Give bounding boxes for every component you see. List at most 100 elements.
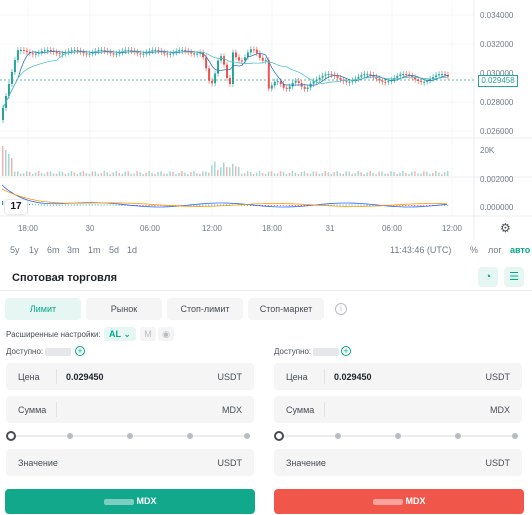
candle-body	[348, 81, 351, 83]
advanced-al-select[interactable]: AL ⌄	[104, 327, 136, 341]
panel-title[interactable]: Спотовая торговля	[12, 272, 118, 284]
slider-step-75[interactable]	[187, 433, 193, 439]
range-1d[interactable]: 1d	[127, 245, 138, 255]
volume-bar	[223, 162, 225, 176]
eye-icon[interactable]: ◉	[158, 327, 174, 341]
macd-hist-bar	[217, 204, 219, 206]
time-tick-label: 30	[86, 224, 95, 233]
slider-step-100[interactable]	[512, 433, 518, 439]
sell-price-field[interactable]: Цена 0.029450 USDT	[274, 363, 522, 390]
sliders-icon[interactable]: ☰	[504, 267, 524, 287]
volume-bar	[402, 171, 404, 176]
candle-body	[169, 53, 172, 55]
volume-bar	[226, 167, 228, 176]
range-5d[interactable]: 5d	[109, 245, 120, 255]
buy-total-field[interactable]: Значение USDT	[6, 449, 254, 476]
candle-body	[234, 52, 237, 58]
sell-deposit-plus-icon[interactable]: +	[341, 346, 351, 356]
volume-bar	[61, 171, 64, 176]
candle-body	[217, 60, 220, 74]
slider-knob[interactable]	[274, 431, 284, 441]
volume-bar	[13, 171, 16, 176]
macd-hist-bar	[441, 204, 443, 206]
range-5y[interactable]: 5y	[10, 245, 20, 255]
volume-bar	[330, 173, 333, 176]
range-6m[interactable]: 6m	[47, 245, 60, 255]
candle-body	[37, 52, 40, 54]
macd-hist-bar	[414, 205, 416, 206]
tab-stop-limit[interactable]: Стоп-лимит	[167, 298, 243, 320]
ma-fast-line	[2, 50, 449, 109]
buy-amount-field[interactable]: Сумма MDX	[6, 396, 254, 423]
macd-hist-bar	[249, 204, 252, 206]
sell-button-hidden-text	[372, 498, 403, 505]
tab-market[interactable]: Рынок	[86, 298, 162, 320]
slider-step-25[interactable]	[335, 433, 341, 439]
slider-step-50[interactable]	[127, 433, 133, 439]
candle-body	[88, 53, 91, 55]
macd-hist-bar	[297, 205, 299, 206]
sell-amount-slider[interactable]	[274, 431, 518, 441]
buy-button-label: MDX	[136, 496, 157, 506]
macd-hist-bar	[345, 204, 347, 206]
theme-icon[interactable]: ◔	[478, 267, 498, 287]
volume-bar	[438, 172, 440, 176]
buy-price-field[interactable]: Цена 0.029450 USDT	[6, 363, 254, 390]
slider-step-100[interactable]	[244, 433, 250, 439]
macd-hist-bar	[330, 204, 332, 206]
slider-step-75[interactable]	[455, 433, 461, 439]
macd-hist-bar	[208, 204, 210, 206]
candle-body	[214, 73, 217, 84]
macd-hist-bar	[426, 205, 428, 206]
volume-bar	[7, 154, 10, 176]
range-1y[interactable]: 1y	[29, 245, 39, 255]
buy-total-unit: USDT	[217, 458, 243, 468]
volume-bar	[154, 173, 156, 176]
volume-bar	[333, 172, 336, 176]
advanced-m-option[interactable]: M	[140, 327, 156, 341]
volume-bar	[94, 171, 97, 176]
volume-bar	[172, 171, 174, 176]
tab-stop-market[interactable]: Стоп-маркет	[248, 298, 324, 320]
slider-step-50[interactable]	[395, 433, 401, 439]
gear-icon[interactable]: ⚙	[500, 221, 511, 235]
volume-bar	[160, 171, 162, 176]
volume-bar	[372, 172, 374, 176]
macd-hist-bar	[43, 204, 46, 206]
field-divider	[324, 402, 325, 417]
volume-bar	[55, 173, 58, 176]
buy-price-value[interactable]: 0.029450	[66, 372, 104, 382]
price-chart[interactable]: 0.034000 0.032000 0.030000 0.028000 0.026000…	[0, 0, 532, 262]
sell-amount-field[interactable]: Сумма MDX	[274, 396, 522, 423]
volume-bar	[273, 173, 276, 176]
volume-bar	[196, 173, 198, 176]
log-toggle[interactable]: лог	[488, 245, 502, 255]
volume-bar	[91, 171, 94, 176]
volume-bar	[2, 146, 4, 176]
buy-total-label: Значение	[18, 458, 58, 468]
auto-toggle[interactable]: авто	[510, 245, 531, 255]
slider-knob[interactable]	[6, 431, 16, 441]
buy-amount-slider[interactable]	[6, 431, 250, 441]
info-icon[interactable]: i	[335, 303, 347, 315]
time-tick-label: 06:00	[140, 224, 161, 233]
time-tick-label: 06:00	[382, 224, 403, 233]
volume-bar	[103, 171, 106, 176]
range-1m[interactable]: 1m	[88, 245, 101, 255]
candle-body	[208, 68, 211, 81]
tab-limit[interactable]: Лимит	[5, 298, 81, 320]
sell-button[interactable]: MDX	[274, 489, 524, 514]
macd-hist-bar	[405, 205, 407, 206]
percent-toggle[interactable]: %	[470, 245, 479, 255]
candle-body	[444, 74, 447, 76]
buy-deposit-plus-icon[interactable]: +	[75, 346, 85, 356]
sell-price-value[interactable]: 0.029450	[334, 372, 372, 382]
chart-canvas[interactable]: 0.034000 0.032000 0.030000 0.028000 0.026000…	[0, 0, 532, 240]
volume-bar	[315, 171, 318, 176]
slider-step-25[interactable]	[67, 433, 73, 439]
macd-hist-bar	[46, 204, 48, 206]
sell-total-field[interactable]: Значение USDT	[274, 449, 522, 476]
range-3m[interactable]: 3m	[67, 245, 80, 255]
buy-button[interactable]: MDX	[5, 489, 255, 514]
volume-bar	[10, 158, 13, 176]
